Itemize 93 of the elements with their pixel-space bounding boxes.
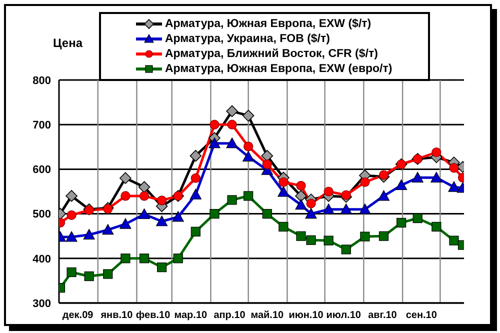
point <box>227 120 237 130</box>
point <box>66 267 76 278</box>
point <box>120 218 132 229</box>
legend-label: Арматура, Южная Европа, EXW ($/т) <box>165 18 372 30</box>
point <box>396 218 406 228</box>
point <box>190 173 200 183</box>
point <box>278 186 290 197</box>
y-axis-title: Цена <box>53 36 83 50</box>
point <box>120 254 130 264</box>
x-tick-label: авг.10 <box>368 310 398 322</box>
y-tick-label: 500 <box>32 208 51 221</box>
x-tick-label: май.10 <box>250 310 284 322</box>
legend-label: Арматура, Украина, FOB ($/т) <box>165 32 330 44</box>
point <box>242 150 254 162</box>
point <box>157 196 167 206</box>
point <box>262 209 272 219</box>
point <box>227 195 237 205</box>
point <box>157 262 167 272</box>
point <box>296 180 306 190</box>
y-tick-label: 300 <box>32 298 51 310</box>
y-tick-label: 400 <box>32 253 51 266</box>
point <box>226 105 238 118</box>
point <box>190 188 202 200</box>
point <box>103 269 113 279</box>
point <box>306 235 316 245</box>
point <box>378 190 390 201</box>
point <box>324 236 334 246</box>
point <box>244 191 254 201</box>
point <box>84 271 94 282</box>
point <box>278 222 288 232</box>
point <box>102 224 114 235</box>
point <box>324 186 334 196</box>
x-tick-label: янв.10 <box>100 310 134 322</box>
point <box>190 226 200 236</box>
point <box>378 231 389 241</box>
point <box>360 232 370 242</box>
legend-label: Арматура, Ближний Восток, CFR ($/т) <box>165 48 378 60</box>
point <box>430 172 442 182</box>
point <box>296 231 306 241</box>
point <box>448 181 460 192</box>
point <box>172 211 184 222</box>
point <box>244 142 254 152</box>
point <box>278 177 288 187</box>
point <box>103 204 113 214</box>
point <box>396 179 408 190</box>
point <box>432 147 442 158</box>
point <box>139 254 150 264</box>
point <box>139 191 150 201</box>
x-tick-label: сен.10 <box>406 310 438 322</box>
point <box>120 172 132 184</box>
point <box>306 198 316 208</box>
point <box>190 150 202 162</box>
point <box>261 150 274 162</box>
point <box>412 172 424 182</box>
x-tick-label: дек.09 <box>62 310 94 322</box>
point <box>66 190 78 202</box>
x-tick-label: июл.10 <box>326 310 362 322</box>
x-tick-label: мар.10 <box>174 310 208 322</box>
point <box>322 204 334 214</box>
point <box>66 231 78 242</box>
legend-label: Арматура, Южная Европа, EXW (евро/т) <box>165 62 392 74</box>
point <box>83 228 95 240</box>
point <box>449 163 459 173</box>
point <box>173 254 183 264</box>
point <box>262 159 272 170</box>
point <box>449 236 459 246</box>
point <box>210 120 220 130</box>
x-tick-label: фев.10 <box>136 310 171 322</box>
y-tick-label: 800 <box>32 74 51 87</box>
point <box>360 177 370 187</box>
point <box>432 222 442 232</box>
point <box>340 204 352 214</box>
y-tick-label: 700 <box>32 120 51 132</box>
point <box>305 208 317 219</box>
point <box>378 170 389 180</box>
point <box>138 181 150 193</box>
point <box>341 244 351 254</box>
point <box>120 191 130 201</box>
point <box>138 208 150 220</box>
point <box>226 138 238 148</box>
point <box>295 199 307 210</box>
point <box>208 138 220 148</box>
x-tick-label: июн.10 <box>288 310 324 322</box>
point <box>359 204 371 214</box>
point <box>156 216 168 226</box>
point <box>295 190 307 202</box>
point <box>412 213 422 224</box>
x-tick-label: апр.10 <box>214 310 246 322</box>
point <box>210 209 220 219</box>
point <box>66 210 76 220</box>
point <box>242 110 254 122</box>
point <box>341 190 351 200</box>
y-tick-label: 600 <box>32 164 51 176</box>
